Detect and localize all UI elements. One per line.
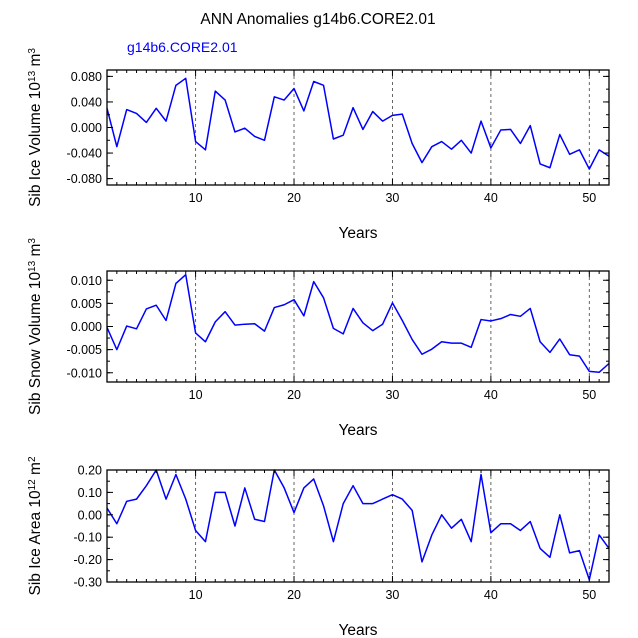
y-axis-title-exponent: 13	[27, 70, 38, 82]
y-tick-label: -0.080	[67, 172, 102, 186]
y-axis-title-part: m	[27, 462, 44, 479]
figure-title: ANN Anomalies g14b6.CORE2.01	[200, 11, 435, 28]
y-tick-label: 0.040	[71, 95, 102, 109]
y-axis-title-exponent: 3	[27, 238, 38, 244]
series-line	[106, 77, 610, 170]
panel-3: 10 20 30 40 50 -0.30 -0.20 -0.10 0.00 0.10 0.20 Yea…	[27, 456, 610, 638]
y-axis-title: Sib Ice Area 1012 m2	[27, 456, 45, 595]
x-axis-title: Years	[338, 622, 377, 638]
y-tick-label: -0.20	[74, 553, 103, 567]
x-tick-label: 50	[582, 191, 596, 205]
series-line	[106, 273, 610, 374]
x-tick-label: 10	[189, 388, 203, 402]
x-tick-label: 40	[484, 588, 498, 602]
panel-2: 10 20 30 40 50 -0.010 -0.005 0.000 0.005 0.010 Yea…	[27, 238, 610, 439]
y-axis-title-part: m	[27, 244, 44, 261]
plot-frame	[106, 469, 610, 583]
y-tick-label: 0.000	[71, 121, 102, 135]
x-tick-label: 40	[484, 191, 498, 205]
y-tick-label: 0.20	[78, 464, 102, 478]
x-axis-title: Years	[338, 422, 377, 439]
legend-label: g14b6.CORE2.01	[127, 39, 238, 55]
plot-frame	[106, 270, 610, 383]
y-tick-label: -0.005	[67, 343, 102, 357]
series-line	[106, 469, 610, 581]
y-tick-label: -0.30	[74, 576, 103, 590]
x-tick-label: 10	[189, 588, 203, 602]
y-tick-label: 0.010	[71, 274, 102, 288]
y-tick-label: -0.010	[67, 366, 102, 380]
y-axis-title-exponent: 3	[27, 48, 38, 54]
x-tick-label: 30	[385, 588, 399, 602]
y-tick-label: 0.005	[71, 297, 102, 311]
y-axis-title: Sib Ice Volume 1013 m3	[27, 48, 45, 207]
x-tick-label: 20	[287, 191, 301, 205]
panels: 10 20 30 40 50 -0.080 -0.040 0.000 0.040 0.080 Yea…	[27, 48, 610, 638]
y-tick-label: 0.00	[78, 508, 102, 522]
x-tick-label: 30	[385, 191, 399, 205]
y-tick-label: 0.000	[71, 320, 102, 334]
x-axis-title: Years	[338, 225, 377, 242]
x-tick-label: 20	[287, 388, 301, 402]
y-axis-title-exponent: 13	[27, 260, 38, 272]
x-tick-label: 30	[385, 388, 399, 402]
y-axis-title-part: Sib Ice Area 10	[27, 490, 44, 596]
y-tick-label: -0.10	[74, 531, 103, 545]
panel-1: 10 20 30 40 50 -0.080 -0.040 0.000 0.040 0.080 Yea…	[27, 48, 610, 242]
x-tick-label: 50	[582, 588, 596, 602]
y-axis-title-part: Sib Ice Volume 10	[27, 82, 44, 207]
x-tick-label: 50	[582, 388, 596, 402]
y-axis-title-part: Sib Snow Volume 10	[27, 272, 44, 415]
x-tick-label: 40	[484, 388, 498, 402]
y-axis-title-part: m	[27, 54, 44, 71]
y-tick-label: 0.10	[78, 486, 102, 500]
y-axis-title-exponent: 12	[27, 479, 38, 491]
y-tick-label: -0.040	[67, 147, 102, 161]
y-axis-title-exponent: 2	[27, 456, 38, 462]
x-tick-label: 20	[287, 588, 301, 602]
y-axis-title: Sib Snow Volume 1013 m3	[27, 238, 45, 415]
y-tick-label: 0.080	[71, 70, 102, 84]
plot-frame	[106, 69, 610, 186]
x-tick-label: 10	[189, 191, 203, 205]
